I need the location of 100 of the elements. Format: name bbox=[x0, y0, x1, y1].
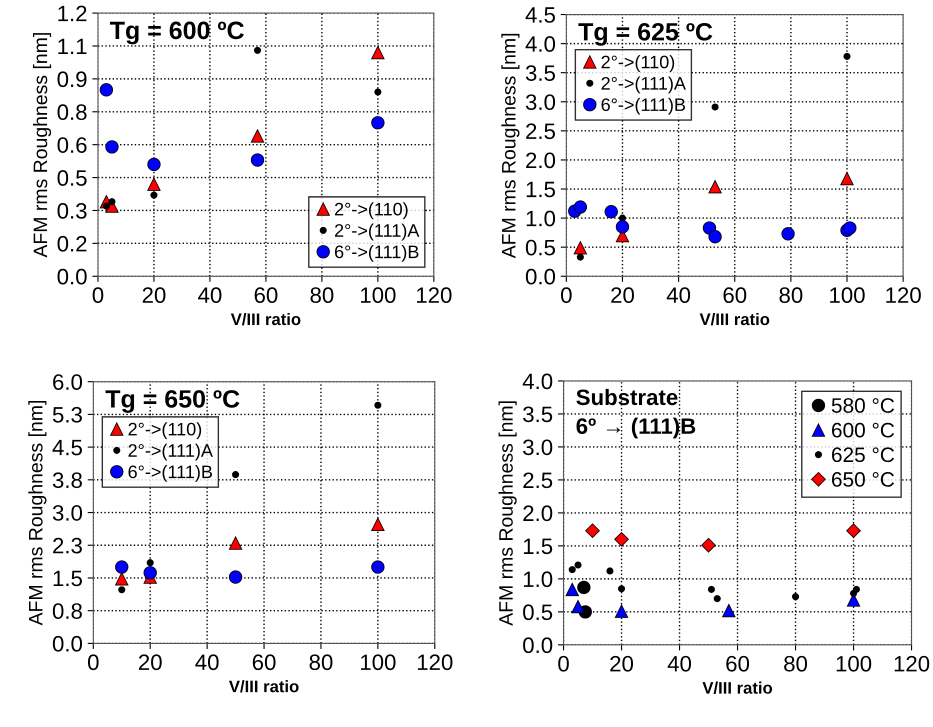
legend-label: 2°->(111)A bbox=[602, 76, 686, 94]
x-axis-title: V/III ratio bbox=[228, 680, 299, 692]
legend-label: 2°->(111)A bbox=[128, 444, 213, 460]
point bbox=[708, 586, 715, 593]
legend-label: 580 °C bbox=[832, 398, 894, 413]
point bbox=[574, 561, 582, 569]
point bbox=[616, 220, 630, 234]
x-tick-label: 120 bbox=[894, 656, 930, 672]
point bbox=[843, 221, 856, 235]
y-axis-title: AFM rms Roughness [nm] bbox=[28, 401, 46, 626]
point bbox=[102, 202, 110, 210]
point bbox=[843, 52, 851, 60]
x-tick-label: 20 bbox=[142, 287, 166, 303]
point bbox=[712, 103, 719, 111]
y-axis-title: AFM rms Roughness [nm] bbox=[501, 34, 520, 258]
x-tick-label: 20 bbox=[611, 287, 634, 303]
point bbox=[374, 402, 382, 409]
y-tick-label: 0.2 bbox=[58, 236, 86, 252]
point bbox=[232, 471, 240, 478]
y-tick-label: 0.0 bbox=[526, 268, 556, 285]
point bbox=[792, 593, 800, 600]
point bbox=[250, 129, 264, 143]
y-tick-label: 2.3 bbox=[53, 538, 82, 554]
y-tick-label: 4.5 bbox=[526, 7, 555, 23]
legend-label: 6°->(111)B bbox=[128, 464, 212, 482]
x-tick-label: 60 bbox=[252, 654, 276, 670]
legend-label: 2°->(110) bbox=[334, 202, 408, 220]
x-tick-label: 0 bbox=[558, 656, 569, 672]
point bbox=[228, 570, 242, 584]
point bbox=[574, 200, 588, 214]
point bbox=[722, 604, 736, 618]
point bbox=[371, 560, 385, 574]
point bbox=[371, 46, 385, 60]
y-tick-label: 0.9 bbox=[58, 71, 86, 88]
x-tick-label: 40 bbox=[195, 654, 219, 670]
chart-title: Tg = 600 ºC bbox=[110, 22, 244, 44]
x-tick-label: 80 bbox=[784, 656, 808, 672]
legend-label: 650 °C bbox=[832, 472, 894, 487]
x-tick-label: 80 bbox=[310, 654, 332, 670]
point bbox=[714, 595, 721, 602]
point bbox=[146, 559, 154, 566]
y-tick-label: 0.3 bbox=[58, 203, 87, 219]
x-tick-label: 40 bbox=[198, 287, 222, 303]
x-tick-label: 0 bbox=[92, 287, 104, 303]
x-tick-label: 120 bbox=[418, 654, 452, 670]
x-axis-title: V/III ratio bbox=[230, 312, 300, 326]
point bbox=[701, 538, 716, 553]
point bbox=[374, 88, 382, 96]
y-tick-label: 0.8 bbox=[52, 603, 82, 619]
point bbox=[144, 566, 157, 580]
point bbox=[708, 180, 722, 194]
y-tick-label: 1.2 bbox=[58, 6, 86, 22]
x-tick-label: 80 bbox=[779, 287, 802, 303]
y-tick-label: 4.5 bbox=[52, 440, 82, 456]
legend-label: 600 °C bbox=[832, 422, 894, 438]
y-tick-label: 3.8 bbox=[52, 472, 82, 488]
x-tick-label: 60 bbox=[254, 287, 278, 303]
x-tick-label: 120 bbox=[886, 287, 921, 303]
chart-title: Tg = 625 ºC bbox=[578, 22, 712, 46]
legend-label: 2°->(110) bbox=[128, 422, 202, 440]
point bbox=[371, 518, 385, 531]
point bbox=[606, 567, 614, 574]
y-tick-label: 0.5 bbox=[526, 240, 555, 256]
y-tick-label: 0.0 bbox=[52, 636, 82, 652]
x-axis-title: V/III ratio bbox=[702, 682, 772, 694]
x-tick-label: 100 bbox=[830, 287, 865, 303]
y-tick-label: 4.0 bbox=[522, 373, 552, 390]
point bbox=[147, 158, 161, 172]
x-tick-label: 100 bbox=[836, 656, 872, 672]
point bbox=[852, 586, 860, 593]
point bbox=[604, 205, 618, 218]
point bbox=[576, 254, 584, 261]
point bbox=[574, 241, 588, 254]
y-tick-label: 3.0 bbox=[523, 439, 552, 456]
x-axis-title: V/III ratio bbox=[700, 312, 770, 326]
point bbox=[614, 604, 628, 618]
y-tick-label: 1.5 bbox=[54, 570, 82, 586]
point bbox=[115, 560, 128, 574]
point bbox=[708, 230, 722, 244]
y-tick-label: 0.5 bbox=[58, 170, 87, 186]
point bbox=[105, 140, 119, 154]
point bbox=[100, 83, 114, 97]
x-tick-label: 0 bbox=[88, 654, 99, 670]
y-tick-label: 3.5 bbox=[526, 65, 555, 81]
point bbox=[840, 172, 854, 186]
point bbox=[108, 198, 116, 206]
x-tick-label: 100 bbox=[361, 287, 396, 303]
x-tick-label: 60 bbox=[726, 656, 750, 672]
y-tick-label: 0.0 bbox=[523, 637, 552, 654]
y-tick-label: 1.0 bbox=[524, 571, 552, 588]
y-axis-title: AFM rms Roughness [nm] bbox=[498, 401, 517, 626]
x-tick-label: 60 bbox=[724, 287, 746, 303]
point bbox=[585, 523, 600, 538]
chart-title: Tg = 650 ºC bbox=[106, 390, 240, 413]
point bbox=[150, 192, 158, 199]
legend-label: 6°->(111)B bbox=[602, 98, 686, 115]
y-tick-label: 1.5 bbox=[526, 182, 555, 198]
point bbox=[147, 177, 161, 191]
x-tick-label: 40 bbox=[668, 656, 692, 672]
y-tick-label: 5.3 bbox=[52, 406, 82, 423]
